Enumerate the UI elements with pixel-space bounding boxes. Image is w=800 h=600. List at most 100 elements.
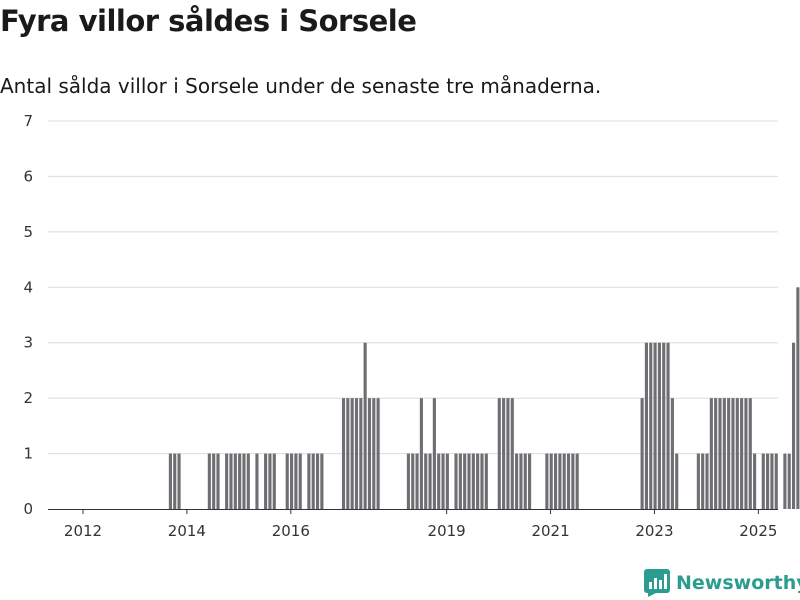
bar (783, 453, 787, 509)
bar (705, 453, 709, 509)
bar (476, 453, 480, 509)
bars (168, 287, 800, 509)
bar (675, 453, 679, 509)
bar (515, 453, 519, 509)
bar (346, 398, 350, 509)
y-tick-label: 0 (23, 500, 33, 518)
bar (753, 453, 757, 509)
bar (173, 453, 177, 509)
bar (212, 453, 216, 509)
bar (480, 453, 484, 509)
bar (168, 453, 172, 509)
bar (653, 342, 657, 509)
chart-title: Fyra villor såldes i Sorsele (0, 4, 417, 38)
bar (766, 453, 770, 509)
bar (233, 453, 237, 509)
bar (774, 453, 778, 509)
bar (657, 342, 661, 509)
y-tick-label: 7 (23, 112, 33, 130)
bar (272, 453, 276, 509)
bar (177, 453, 181, 509)
x-tick-label: 2019 (428, 522, 466, 540)
bar (246, 453, 250, 509)
bar (311, 453, 315, 509)
bar (264, 453, 268, 509)
bar (761, 453, 765, 509)
brand-name: Newsworthy (676, 572, 800, 594)
bar (510, 398, 514, 509)
bar (467, 453, 471, 509)
bar (307, 453, 311, 509)
bar (666, 342, 670, 509)
bar (696, 453, 700, 509)
bar (770, 453, 774, 509)
bar (359, 398, 363, 509)
bar (506, 398, 510, 509)
bar (372, 398, 376, 509)
x-tick-label: 2023 (635, 522, 673, 540)
bar (566, 453, 571, 509)
bar (298, 453, 302, 509)
bar (225, 453, 229, 509)
bar (406, 453, 410, 509)
bar (471, 453, 475, 509)
bar (268, 453, 272, 509)
bar (341, 398, 346, 509)
bar (229, 453, 233, 509)
bar (562, 453, 566, 509)
bar (424, 453, 428, 509)
bar (363, 342, 367, 509)
x-tick-label: 2025 (739, 522, 777, 540)
bar (437, 453, 441, 509)
bar (419, 398, 423, 509)
bar (735, 398, 739, 509)
bar (549, 453, 553, 509)
bar (553, 453, 558, 509)
bar (558, 453, 562, 509)
bar (255, 453, 259, 509)
bar (575, 453, 579, 509)
y-tick-label: 5 (23, 223, 33, 241)
bar (701, 453, 705, 509)
bar (441, 453, 445, 509)
bar (662, 342, 666, 509)
y-tick-label: 6 (23, 167, 33, 185)
bar (731, 398, 735, 509)
bar (484, 453, 488, 509)
bar (350, 398, 354, 509)
bar (367, 398, 372, 509)
chart-subtitle: Antal sålda villor i Sorsele under de se… (0, 74, 602, 98)
bar (519, 453, 523, 509)
bar (411, 453, 415, 509)
bar (454, 453, 458, 509)
y-tick-label: 4 (23, 278, 33, 296)
bar (502, 398, 506, 509)
newsworthy-icon (644, 569, 670, 597)
x-tick-label: 2014 (168, 522, 206, 540)
bar (748, 398, 752, 509)
bar (644, 342, 648, 509)
bar (354, 398, 359, 509)
bar (796, 287, 800, 509)
bar (722, 398, 726, 509)
bar (670, 398, 674, 509)
bar (787, 453, 791, 509)
y-tick-label: 2 (23, 389, 33, 407)
bar (315, 453, 320, 509)
bar (242, 453, 246, 509)
bar (740, 398, 744, 509)
y-tick-label: 3 (23, 334, 33, 352)
bar (571, 453, 575, 509)
y-tick-label: 1 (23, 445, 33, 463)
bar (432, 398, 436, 509)
x-tick-label: 2012 (64, 522, 102, 540)
bar (458, 453, 462, 509)
bar (285, 453, 289, 509)
bar (376, 398, 380, 509)
bar (445, 453, 449, 509)
bar (727, 398, 731, 509)
bar (640, 398, 644, 509)
bar (207, 453, 211, 509)
newsworthy-logo: Newsworthy (644, 569, 800, 597)
bar (718, 398, 722, 509)
